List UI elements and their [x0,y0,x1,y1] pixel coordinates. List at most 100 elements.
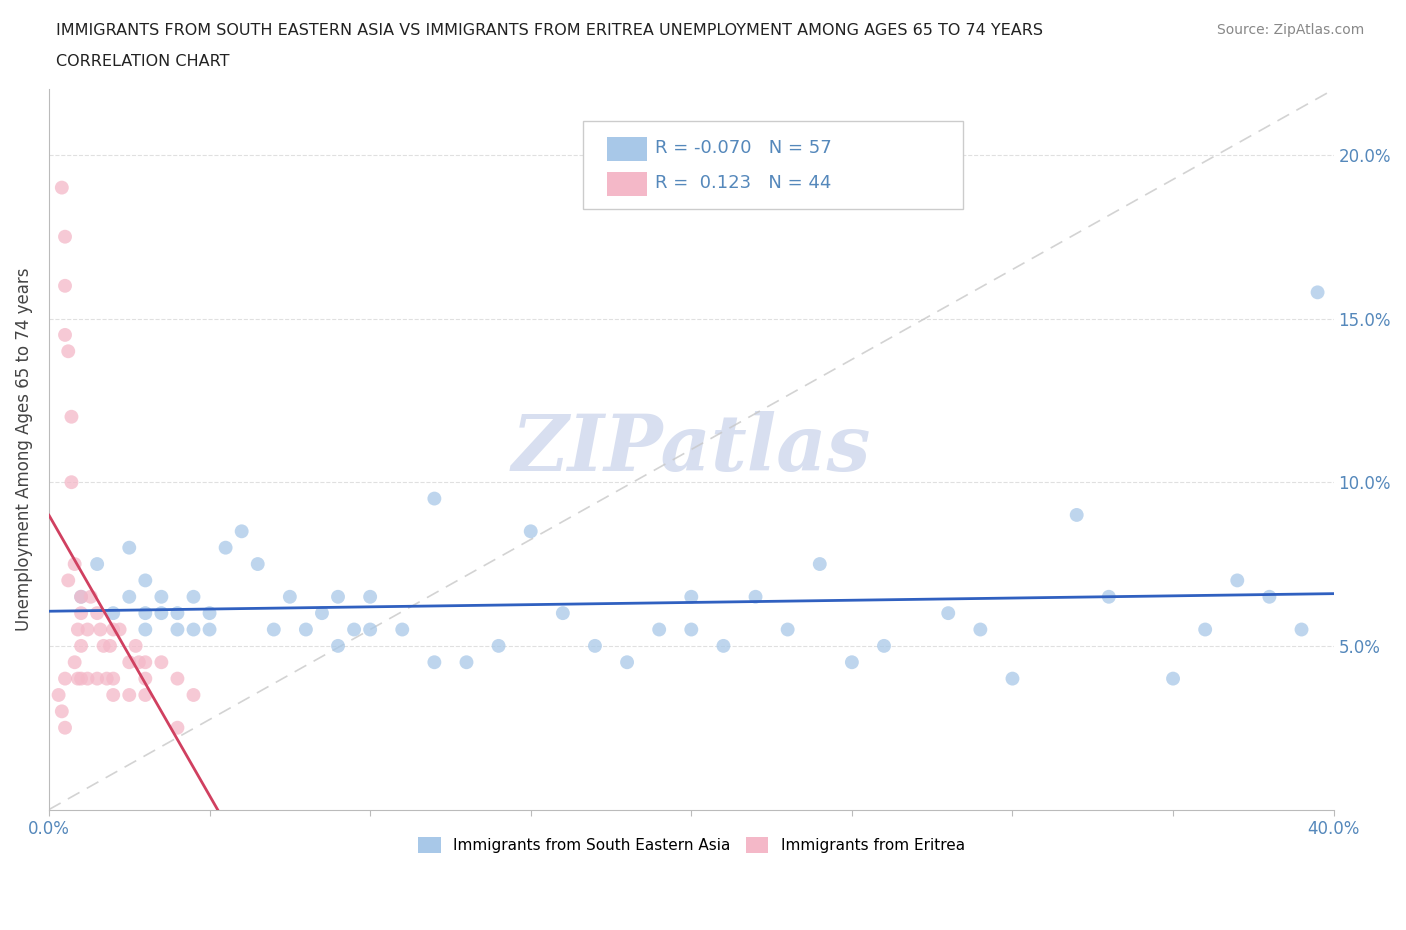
Point [125,638,148,653]
Point [936,605,959,620]
Point [1098,590,1121,604]
Point [198,605,221,620]
Point [681,590,703,604]
Point [343,622,366,637]
Point [1306,285,1329,299]
Point [873,638,896,653]
Point [1258,590,1281,604]
Text: CORRELATION CHART: CORRELATION CHART [56,54,229,69]
Point [456,655,478,670]
Point [89,622,111,637]
Point [198,622,221,637]
Point [231,524,253,538]
Point [103,671,125,686]
Point [118,655,141,670]
Point [359,590,381,604]
Point [70,590,93,604]
Text: Source: ZipAtlas.com: Source: ZipAtlas.com [1216,23,1364,37]
Point [166,605,188,620]
Point [359,622,381,637]
Point [681,622,703,637]
Point [53,671,76,686]
Point [166,720,188,735]
Point [183,687,205,702]
Point [53,230,76,245]
Point [391,622,413,637]
Point [488,638,510,653]
Point [103,622,125,637]
Point [808,556,831,571]
Point [63,556,86,571]
Point [60,409,83,424]
Point [108,622,131,637]
Point [214,540,236,555]
Point [423,655,446,670]
Point [86,556,108,571]
Point [150,655,173,670]
Point [103,605,125,620]
Point [66,671,89,686]
Point [70,638,93,653]
Point [93,638,115,653]
Point [48,687,70,702]
Point [1161,671,1184,686]
Point [183,622,205,637]
Point [519,524,541,538]
Point [278,590,301,604]
Point [616,655,638,670]
Point [86,605,108,620]
Point [134,671,156,686]
Point [134,687,156,702]
Point [70,590,93,604]
Point [551,605,574,620]
Point [648,622,671,637]
Point [128,655,150,670]
Point [776,622,799,637]
Y-axis label: Unemployment Among Ages 65 to 74 years: Unemployment Among Ages 65 to 74 years [15,268,32,631]
Point [58,573,80,588]
Point [70,605,93,620]
Point [841,655,863,670]
Point [51,180,73,195]
Point [80,590,103,604]
Point [134,622,156,637]
Point [96,671,118,686]
Point [134,573,156,588]
Point [326,638,349,653]
Point [103,687,125,702]
Point [1226,573,1249,588]
Point [166,622,188,637]
Point [76,622,98,637]
Point [150,605,173,620]
Point [118,590,141,604]
Point [63,655,86,670]
Point [1001,671,1024,686]
Point [295,622,318,637]
Point [58,344,80,359]
Point [583,638,606,653]
Point [98,638,121,653]
Point [150,590,173,604]
Point [60,475,83,490]
Point [51,704,73,719]
Text: ZIPatlas: ZIPatlas [512,411,870,487]
Legend: Immigrants from South Eastern Asia, Immigrants from Eritrea: Immigrants from South Eastern Asia, Immi… [412,831,972,859]
Point [166,671,188,686]
Point [70,671,93,686]
Point [134,655,156,670]
Text: IMMIGRANTS FROM SOUTH EASTERN ASIA VS IMMIGRANTS FROM ERITREA UNEMPLOYMENT AMONG: IMMIGRANTS FROM SOUTH EASTERN ASIA VS IM… [56,23,1043,38]
Point [744,590,766,604]
Text: R = -0.070   N = 57: R = -0.070 N = 57 [655,139,832,157]
Point [326,590,349,604]
Point [1066,508,1088,523]
Point [1291,622,1313,637]
Point [969,622,991,637]
Point [53,278,76,293]
Point [311,605,333,620]
Point [86,671,108,686]
Point [183,590,205,604]
Point [76,671,98,686]
Point [118,540,141,555]
Point [423,491,446,506]
Text: R =  0.123   N = 44: R = 0.123 N = 44 [655,174,831,193]
